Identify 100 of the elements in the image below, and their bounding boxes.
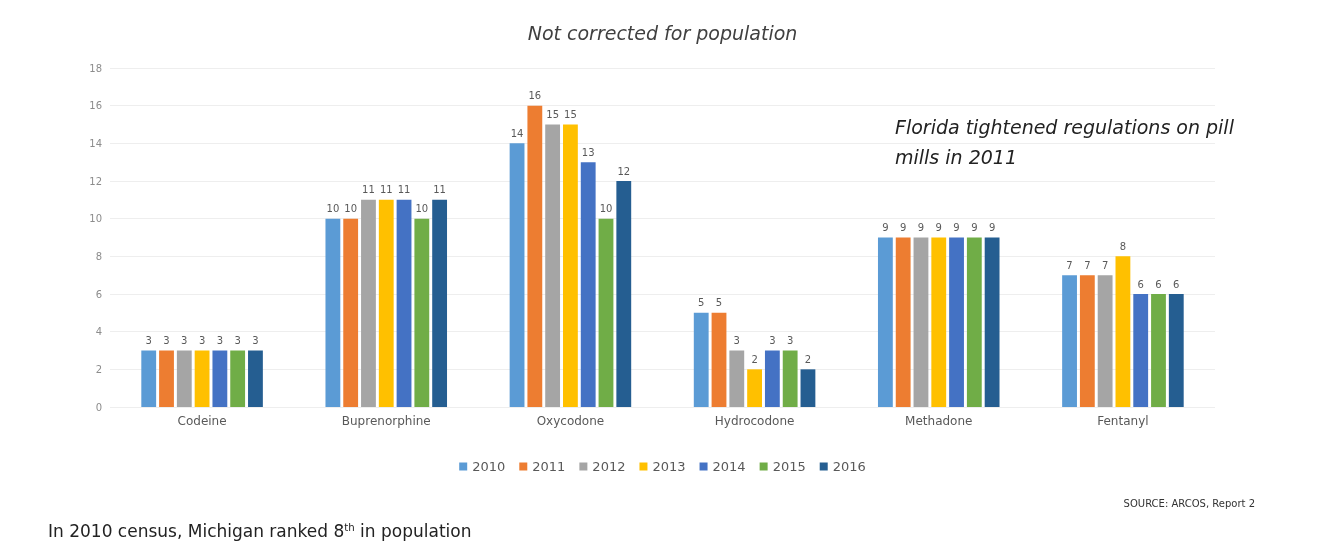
- bar: [212, 350, 228, 407]
- bar: [598, 218, 614, 407]
- data-label: 9: [882, 222, 889, 233]
- bar: [230, 350, 246, 407]
- x-tick-label: Buprenorphine: [341, 414, 431, 428]
- bar: [711, 312, 727, 407]
- data-label: 8: [1119, 240, 1127, 252]
- bar: [563, 124, 578, 407]
- y-tick-label: 8: [95, 250, 102, 262]
- bar: [414, 218, 430, 407]
- data-label: 10: [415, 203, 429, 215]
- data-label: 2: [804, 353, 812, 365]
- bar: [527, 105, 543, 407]
- data-label: 3: [252, 335, 259, 346]
- bar: [966, 237, 982, 407]
- data-label: 3: [733, 335, 740, 346]
- data-label: 9: [953, 222, 960, 233]
- data-label: 9: [971, 222, 978, 233]
- data-label: 11: [433, 184, 446, 196]
- data-label: 2: [751, 353, 758, 365]
- x-tick-label: Codeine: [177, 414, 227, 428]
- data-label: 6: [1173, 278, 1180, 290]
- y-tick-label: 2: [95, 363, 102, 375]
- bar: [378, 199, 394, 407]
- legend-label: 2013: [652, 459, 686, 474]
- bar: [895, 237, 911, 407]
- bar: [361, 199, 376, 407]
- bar: [693, 312, 709, 407]
- x-tick-label: Fentanyl: [1097, 414, 1149, 428]
- bar: [248, 350, 263, 407]
- legend-label: 2014: [712, 459, 746, 474]
- x-tick-label: Oxycodone: [536, 414, 605, 428]
- legend-label: 2015: [772, 459, 806, 474]
- bar: [616, 181, 632, 407]
- data-label: 15: [546, 109, 559, 120]
- bar: [913, 237, 929, 407]
- bar: [1133, 294, 1149, 407]
- bar: [509, 143, 525, 407]
- data-label: 5: [698, 297, 705, 309]
- data-label: 16: [528, 90, 542, 102]
- y-tick-label: 6: [95, 288, 102, 300]
- data-label: 10: [344, 203, 358, 215]
- x-tick-label: Methadone: [905, 414, 973, 428]
- data-label: 7: [1101, 259, 1109, 271]
- bar: [764, 350, 780, 407]
- data-label: 3: [234, 335, 241, 346]
- data-label: 3: [181, 335, 188, 346]
- legend-label: 2012: [592, 459, 626, 474]
- data-label: 9: [899, 222, 907, 233]
- bar: [800, 369, 816, 407]
- y-tick-label: 14: [89, 137, 102, 149]
- bar: [141, 350, 157, 407]
- y-tick-label: 18: [89, 62, 102, 74]
- bar: [159, 350, 174, 407]
- bar: [396, 199, 412, 407]
- y-tick-label: 0: [95, 401, 102, 413]
- legend-label: 2016: [832, 459, 866, 474]
- data-label: 5: [715, 297, 723, 309]
- y-tick-label: 16: [89, 100, 102, 112]
- bar: [1097, 275, 1113, 407]
- data-label: 9: [917, 222, 925, 233]
- bar: [432, 199, 448, 407]
- data-label: 9: [988, 222, 996, 233]
- data-label: 3: [163, 335, 170, 346]
- data-label: 12: [617, 165, 631, 177]
- x-tick-label: Hydrocodone: [714, 414, 795, 428]
- bar: [1168, 294, 1184, 407]
- bar: [931, 237, 947, 407]
- data-label: 3: [786, 335, 794, 346]
- bar: [1079, 275, 1095, 407]
- bar: [877, 237, 893, 407]
- data-label: 10: [599, 203, 613, 215]
- bar: [782, 350, 798, 407]
- data-label: 15: [564, 109, 577, 120]
- data-label: 3: [198, 335, 206, 346]
- bar: [194, 350, 210, 407]
- data-label: 11: [397, 184, 411, 196]
- data-label: 10: [326, 203, 340, 215]
- data-label: 9: [935, 222, 942, 233]
- source-note: SOURCE: ARCOS, Report 2: [1123, 497, 1256, 509]
- bar: [1062, 275, 1077, 407]
- y-tick-label: 12: [89, 175, 102, 187]
- bar: [949, 237, 964, 407]
- data-label: 6: [1137, 278, 1144, 290]
- y-tick-label: 10: [89, 213, 102, 225]
- bar: [747, 369, 762, 407]
- bar: [729, 350, 745, 407]
- data-label: 3: [216, 335, 224, 346]
- bar: [580, 162, 596, 407]
- data-label: 11: [362, 184, 375, 196]
- bar: [1115, 256, 1131, 407]
- data-label: 3: [145, 335, 152, 346]
- bar: [325, 218, 341, 407]
- bar: [1151, 294, 1166, 407]
- bar: [343, 218, 359, 407]
- data-label: 6: [1155, 278, 1162, 290]
- data-label: 14: [510, 127, 524, 139]
- data-label: 11: [379, 184, 393, 196]
- bar: [984, 237, 1000, 407]
- data-label: 13: [581, 146, 595, 158]
